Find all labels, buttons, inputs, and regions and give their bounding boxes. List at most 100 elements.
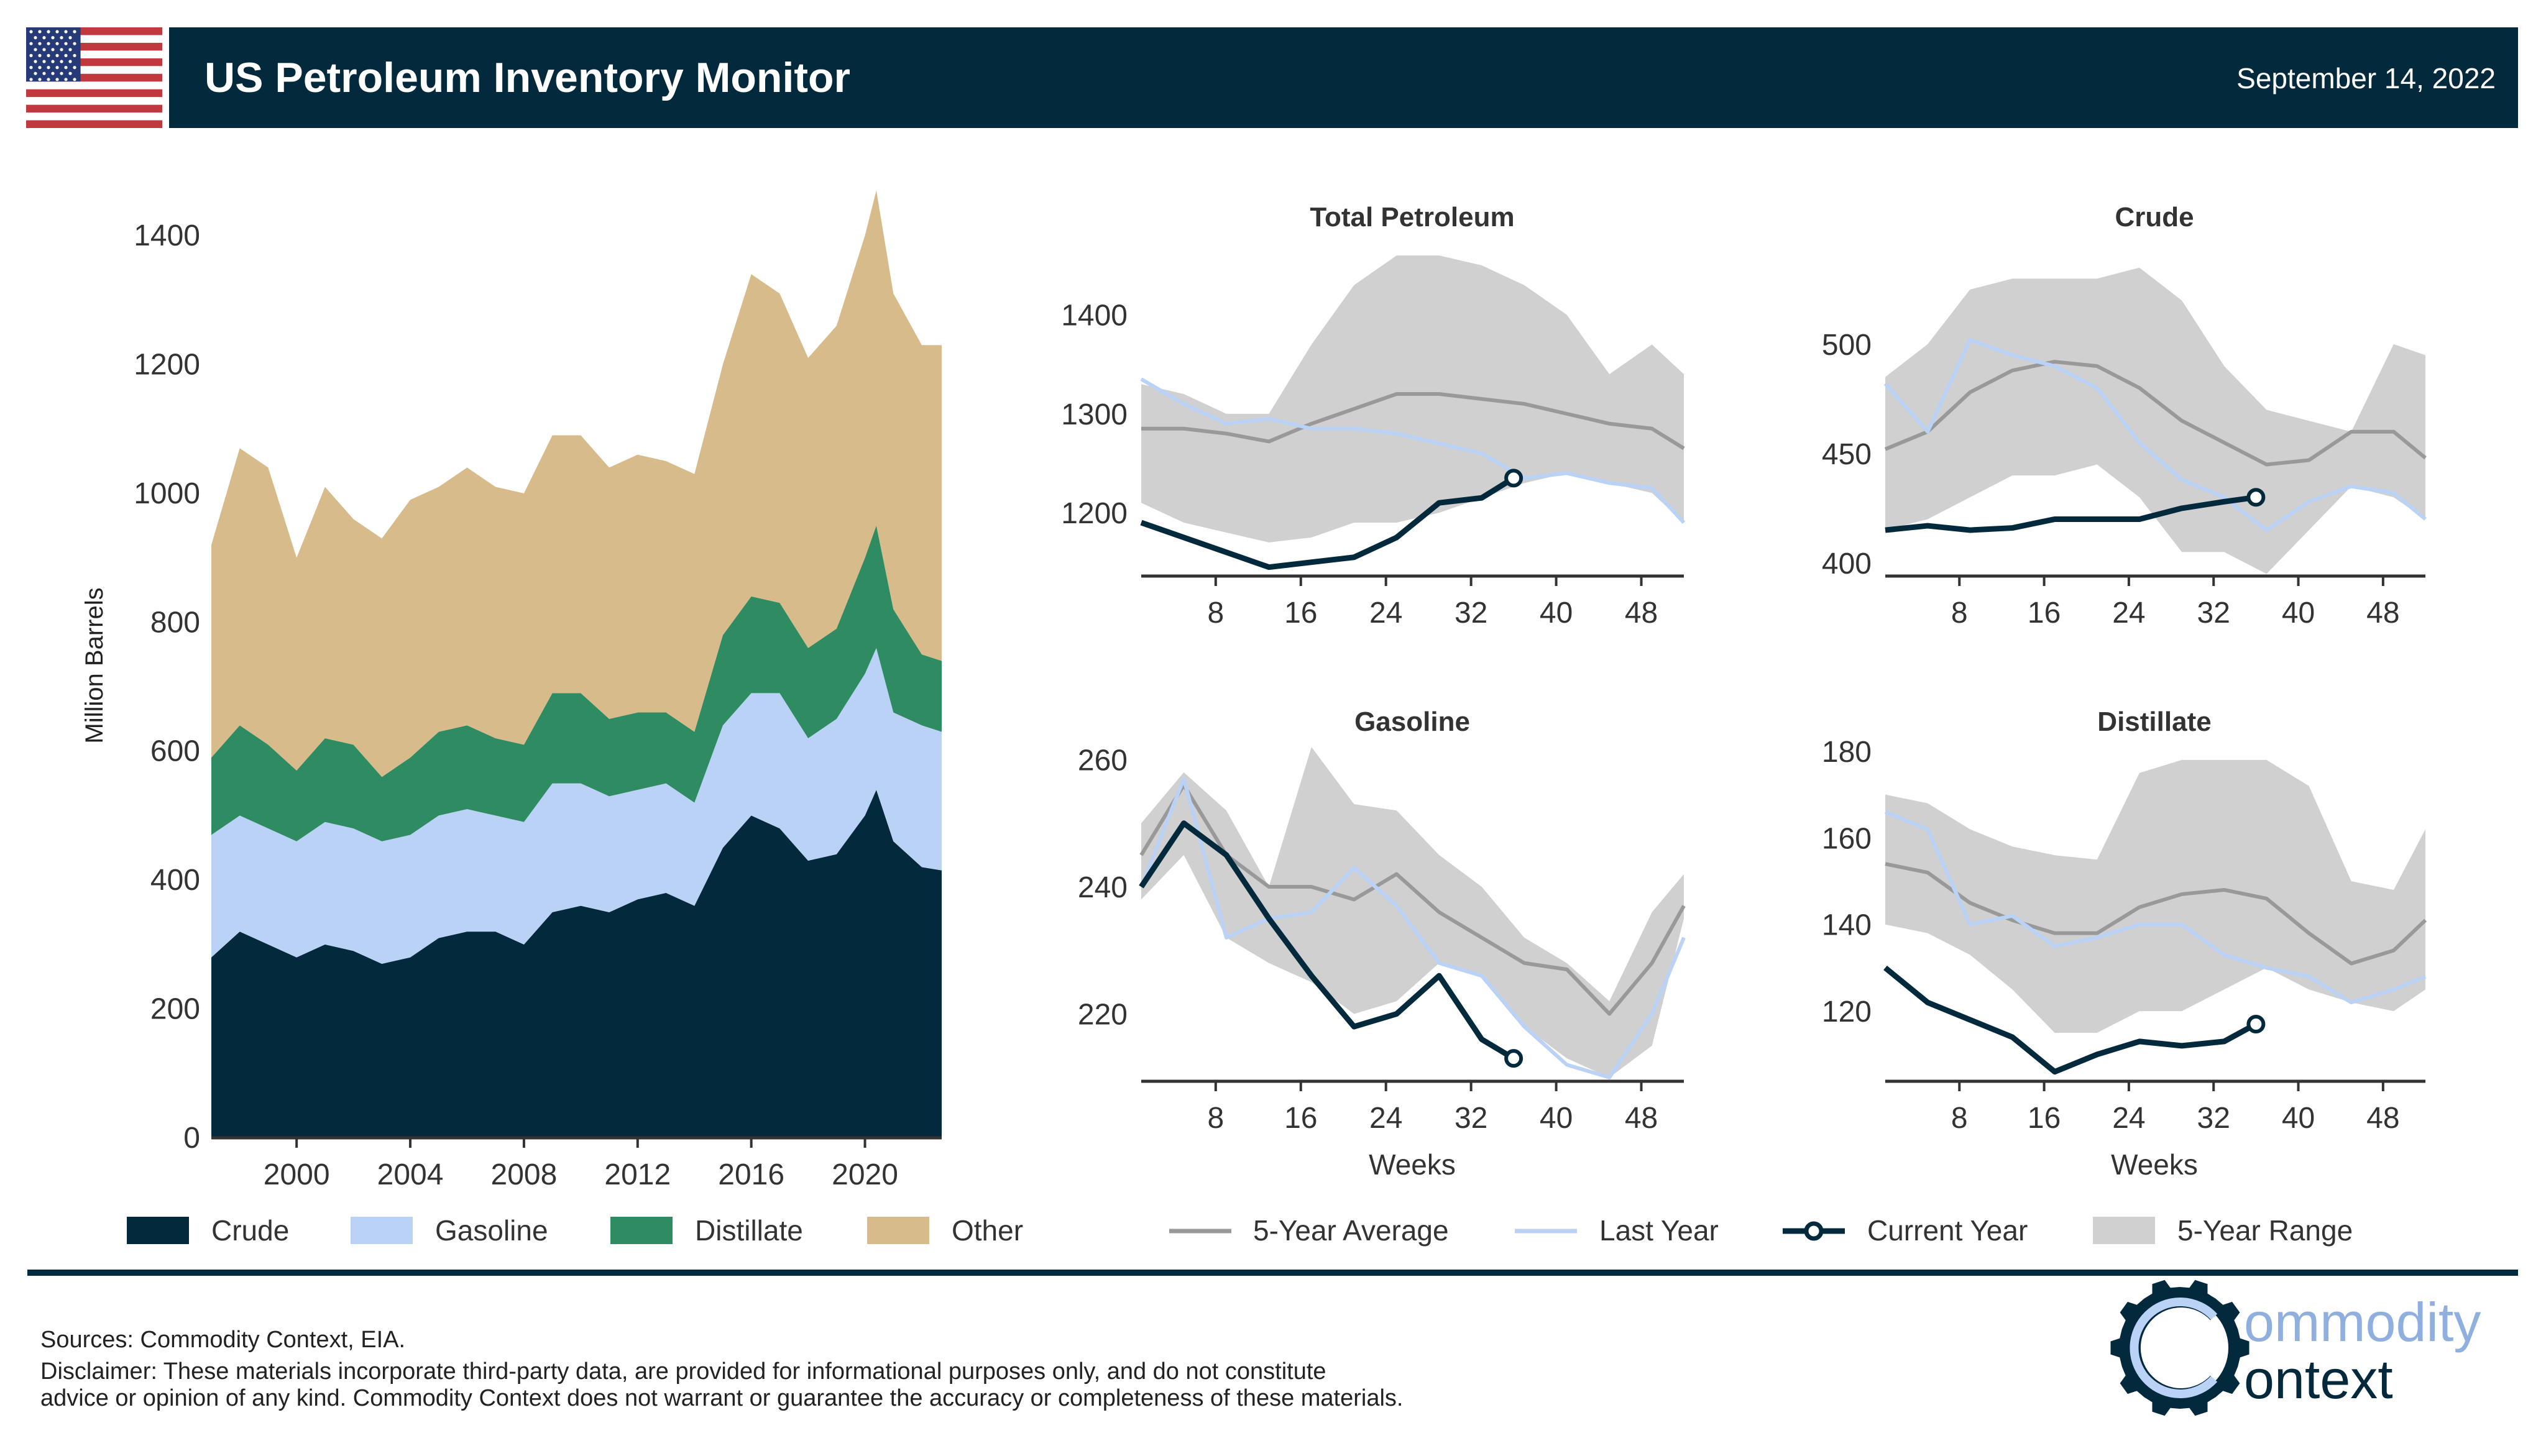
- y-tick-label: 500: [1822, 329, 1872, 362]
- flag-star: [73, 42, 76, 45]
- flag-star: [55, 53, 59, 57]
- x-tick-label: 32: [2197, 1102, 2230, 1135]
- flag-star: [51, 36, 55, 40]
- legend-swatch-other: [867, 1217, 929, 1244]
- y-tick-label: 1400: [134, 219, 200, 252]
- flag-star: [64, 53, 68, 57]
- flag-star: [55, 66, 59, 70]
- flag-star: [51, 48, 55, 52]
- flag-star: [55, 30, 59, 34]
- flag-star: [60, 71, 63, 75]
- chart-title-crude: Crude: [2115, 202, 2194, 232]
- current-year-marker: [1504, 1049, 1523, 1068]
- y-axis-label: Million Barrels: [81, 587, 108, 743]
- flag-star: [47, 30, 50, 34]
- x-tick-label: 24: [2112, 1102, 2145, 1135]
- x-tick-label: 16: [2028, 1102, 2061, 1135]
- legend-label-average: 5-Year Average: [1253, 1214, 1449, 1247]
- flag-star: [73, 53, 76, 57]
- x-tick-label: 32: [1455, 1102, 1487, 1135]
- x-axis-label-distillate: Weeks: [2111, 1148, 2198, 1181]
- flag-star: [51, 71, 55, 75]
- five-year-range-band: [1141, 255, 1684, 543]
- x-tick-label: 2008: [491, 1158, 558, 1191]
- flag-star: [64, 78, 68, 81]
- x-tick-label: 8: [1951, 1102, 1968, 1135]
- current-year-line: [1140, 475, 1515, 570]
- x-tick-label: 24: [2112, 597, 2145, 630]
- area-gasoline: [211, 648, 942, 964]
- y-tick-label: 0: [183, 1122, 200, 1155]
- chart-title-total: Total Petroleum: [1310, 202, 1514, 232]
- flag-star: [29, 78, 33, 81]
- flag-stripe: [26, 89, 162, 98]
- y-tick-label: 1200: [134, 348, 200, 381]
- chart-title-gasoline: Gasoline: [1354, 707, 1470, 737]
- flag-star: [38, 30, 42, 34]
- y-tick-label: 1300: [1061, 398, 1128, 431]
- y-tick-label: 450: [1822, 438, 1872, 471]
- flag-star: [47, 66, 50, 70]
- five-year-range-band: [1885, 267, 2425, 574]
- y-tick-label: 1200: [1061, 497, 1128, 530]
- y-tick-label: 400: [1822, 547, 1872, 580]
- flag-star: [64, 42, 68, 45]
- logo-text-commodity: ommodity: [2244, 1291, 2481, 1353]
- y-tick-label: 1400: [1061, 300, 1128, 332]
- sources-text: Sources: Commodity Context, EIA.: [40, 1327, 405, 1353]
- x-tick-label: 48: [2366, 597, 2399, 630]
- x-tick-label: 2004: [377, 1158, 444, 1191]
- x-tick-label: 32: [1455, 597, 1487, 630]
- legend-label-distillate: Distillate: [695, 1214, 803, 1247]
- crude-chart: 400 450 500 8 16 24 32 40 48: [1822, 267, 2427, 630]
- gasoline-chart: 220 240 260 8 16 24 32 40 48: [1078, 744, 1686, 1135]
- total-petroleum-chart: 1200 1300 1400 8 16 24 32 40 48: [1061, 255, 1686, 630]
- commodity-context-logo: ommodity ontext: [2110, 1280, 2481, 1416]
- flag-star: [34, 60, 37, 63]
- legend-marker-current-year: [1804, 1221, 1824, 1241]
- x-tick-label: 16: [1284, 597, 1317, 630]
- y-tick-label: 220: [1078, 999, 1128, 1032]
- last-year-line: [1140, 377, 1686, 524]
- flag-star: [73, 78, 76, 81]
- x-tick-label: 48: [1625, 597, 1658, 630]
- x-axis-label-gasoline: Weeks: [1369, 1148, 1456, 1181]
- x-tick-label: 2020: [832, 1158, 898, 1191]
- five-year-average-line: [1885, 862, 2427, 966]
- y-tick-label: 400: [150, 864, 200, 897]
- flag-star: [68, 71, 72, 75]
- flag-star: [47, 53, 50, 57]
- footer-divider: [27, 1270, 2518, 1276]
- us-flag-icon: [26, 27, 162, 128]
- flag-star: [29, 66, 33, 70]
- flag-star: [68, 36, 72, 40]
- x-tick-label: 16: [1284, 1102, 1317, 1135]
- area-distillate: [211, 525, 942, 841]
- area-other: [211, 190, 942, 777]
- stacked-inventory-chart: 0 200 400 600 800 1000 1200 1400 2000 2004 2008 201…: [134, 190, 942, 1191]
- disclaimer-line-1: Disclaimer: These materials incorporate …: [40, 1358, 1326, 1385]
- x-tick-label: 40: [2282, 597, 2315, 630]
- x-tick-label: 2012: [604, 1158, 671, 1191]
- header-bar: [169, 27, 2518, 128]
- legend-label-gasoline: Gasoline: [435, 1214, 548, 1247]
- flag-star: [55, 78, 59, 81]
- flag-star: [73, 30, 76, 34]
- x-tick-label: 2016: [718, 1158, 784, 1191]
- five-year-average-line: [1141, 392, 1685, 451]
- x-tick-label: 24: [1369, 597, 1402, 630]
- x-tick-label: 48: [1625, 1102, 1658, 1135]
- legend: Crude Gasoline Distillate Other 5-Year A…: [127, 1214, 2353, 1247]
- legend-swatch-gasoline: [351, 1217, 413, 1244]
- flag-star: [34, 71, 37, 75]
- report-date: September 14, 2022: [2236, 62, 2496, 94]
- x-tick-label: 16: [2028, 597, 2061, 630]
- flag-star: [34, 48, 37, 52]
- y-tick-label: 260: [1078, 744, 1128, 777]
- x-tick-label: 2000: [264, 1158, 330, 1191]
- y-tick-label: 140: [1822, 909, 1872, 942]
- x-tick-label: 24: [1369, 1102, 1402, 1135]
- current-year-marker: [1504, 469, 1523, 488]
- current-year-line: [1139, 820, 1515, 1061]
- legend-label-current-year: Current Year: [1867, 1214, 2028, 1247]
